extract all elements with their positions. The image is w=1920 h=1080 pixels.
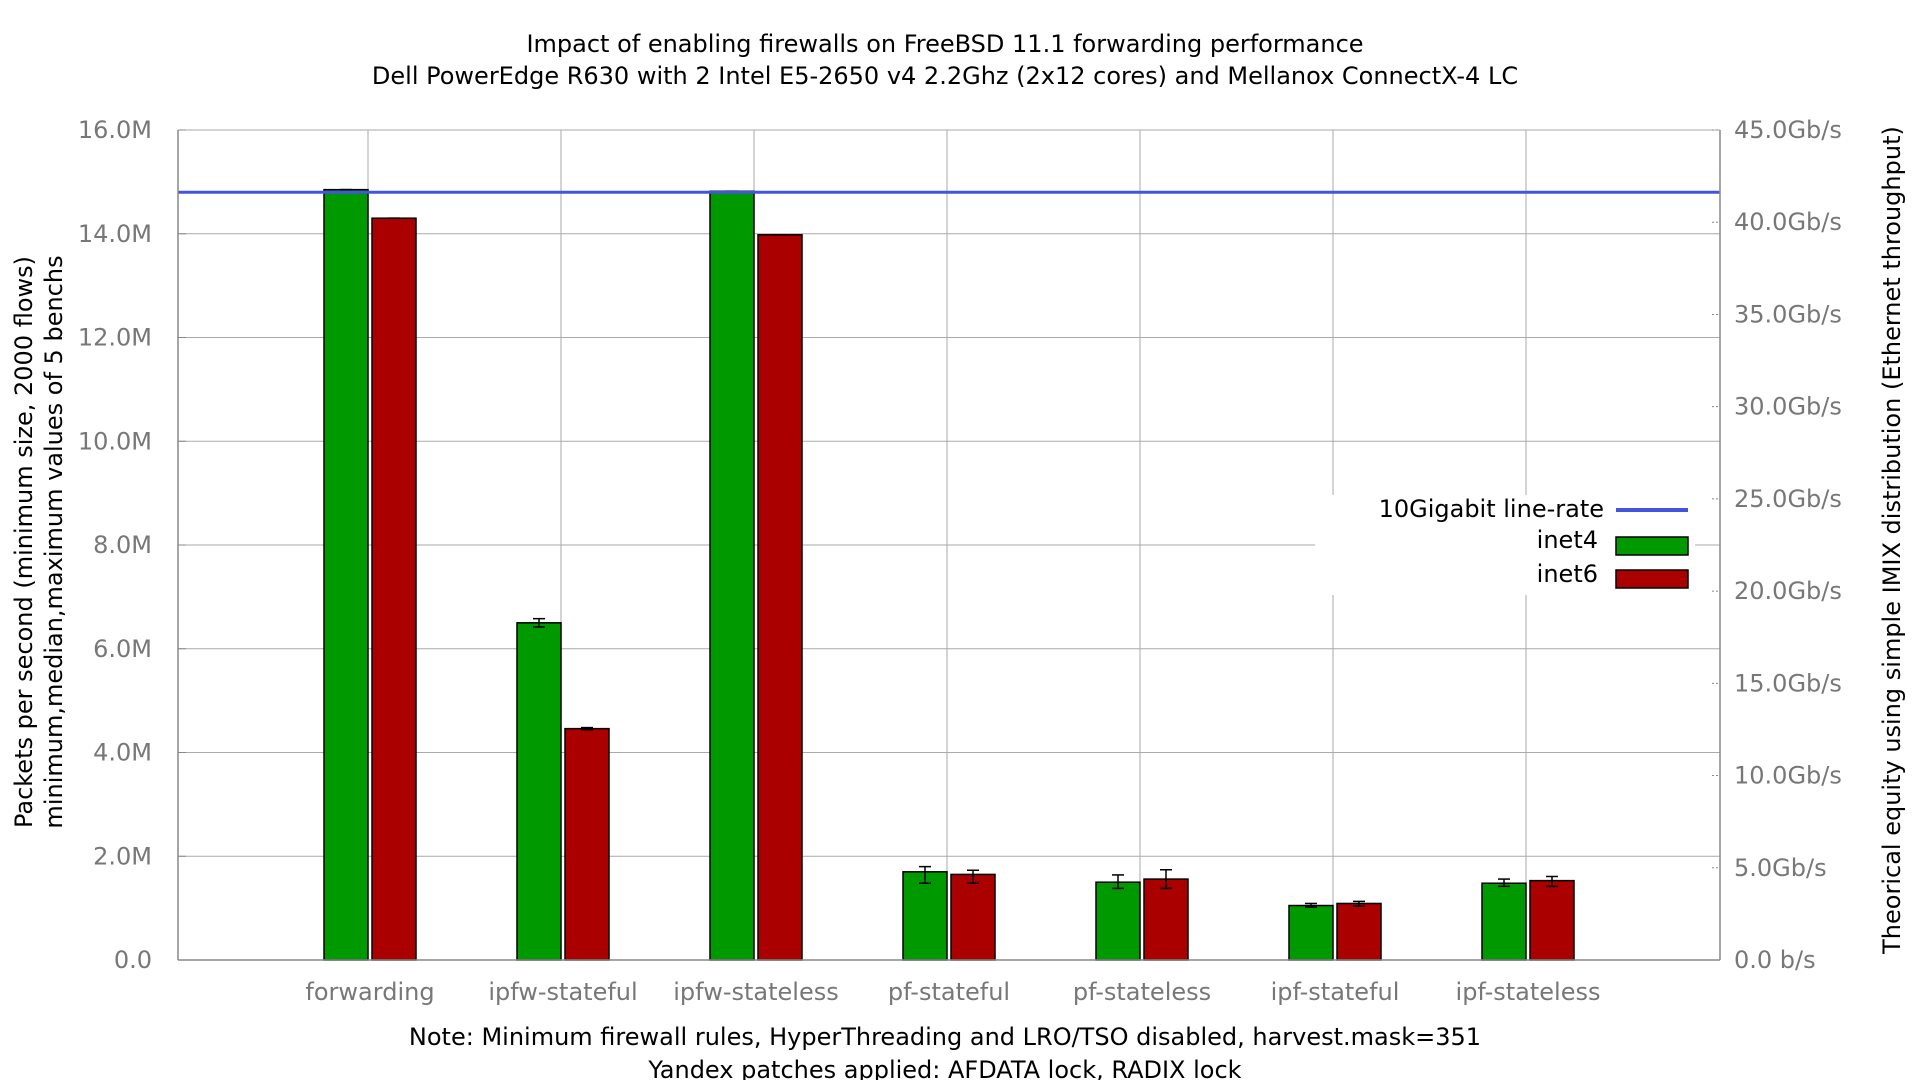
y-tick-label: 12.0M [78,324,152,352]
legend-swatch-inet4 [1615,536,1689,556]
y-tick-label: 0.0 [114,946,152,974]
bars [323,188,1575,961]
legend-label-inet6: inet6 [1537,560,1598,588]
y-tick-label: 2.0M [93,842,152,870]
y-tick-labels: 0.0 2.0M 4.0M 6.0M 8.0M 10.0M 12.0M 14.0M 16.0M [78,116,152,974]
bar-inet6 [564,727,610,961]
y2-tick-label: 35.0Gb/s [1734,300,1842,328]
x-tick-label: ipfw-stateful [488,978,637,1006]
y-axis-label: Packets per second (minimum size, 2000 f… [10,256,38,828]
bar-inet6 [1143,878,1189,961]
x-tick-label: ipf-stateless [1456,978,1601,1006]
y2-tick-label: 5.0Gb/s [1734,854,1827,882]
x-tick-label: pf-stateful [888,978,1010,1006]
y-tick-label: 8.0M [93,531,152,559]
chart-title: Impact of enabling firewalls on FreeBSD … [526,30,1363,58]
y-tick-label: 10.0M [78,427,152,455]
bar-inet4 [902,871,948,961]
x-tick-label: forwarding [305,978,434,1006]
x-tick-labels: forwarding ipfw-stateful ipfw-stateless pf-… [305,978,1600,1006]
y2-tick-label: 15.0Gb/s [1734,669,1842,697]
legend: 10Gigabit line-rate inet4 inet6 [1315,495,1695,595]
x-tick-label: ipf-stateful [1271,978,1400,1006]
bar-inet6 [950,873,996,961]
bar-inet6 [1336,902,1382,961]
bar-inet6 [757,234,803,961]
legend-swatch-inet6 [1615,569,1689,589]
y2-tick-labels: 0.0 b/s 5.0Gb/s 10.0Gb/s 15.0Gb/s 20.0Gb/s 25… [1734,116,1842,974]
y2-tick-label: 20.0Gb/s [1734,577,1842,605]
bar-inet6 [1529,879,1575,961]
y2-tick-label: 25.0Gb/s [1734,485,1842,513]
y-tick-label: 4.0M [93,739,152,767]
y-axis-label-2: minimum,median,maximum values of 5 bench… [40,255,68,828]
y2-axis-label: Theorical equity using simple IMIX distr… [1878,126,1906,955]
x-tick-label: ipfw-stateless [673,978,838,1006]
y-tick-label: 16.0M [78,116,152,144]
bar-inet4 [1481,882,1527,961]
x-tick-label: pf-stateless [1073,978,1211,1006]
bar-inet4 [516,622,562,961]
bar-inet4 [1095,881,1141,961]
bar-inet6 [371,217,417,961]
legend-label-line-rate: 10Gigabit line-rate [1379,495,1604,523]
y-tick-label: 14.0M [78,220,152,248]
legend-label-inet4: inet4 [1537,526,1598,554]
y2-tick-label: 30.0Gb/s [1734,393,1842,421]
y-tick-label: 6.0M [93,635,152,663]
axes [177,129,1721,961]
y2-tick-label: 45.0Gb/s [1734,116,1842,144]
y2-tick-label: 0.0 b/s [1734,946,1816,974]
y2-tick-label: 10.0Gb/s [1734,762,1842,790]
chart-subtitle: Dell PowerEdge R630 with 2 Intel E5-2650… [372,62,1518,90]
bar-inet4 [709,190,755,961]
bar-inet4 [323,188,369,961]
y2-tick-label: 40.0Gb/s [1734,208,1842,236]
bar-inet4 [1288,904,1334,961]
note-line-2: Yandex patches applied: AFDATA lock, RAD… [647,1056,1241,1080]
error-bars [340,188,1558,908]
note-line-1: Note: Minimum firewall rules, HyperThrea… [409,1023,1481,1051]
